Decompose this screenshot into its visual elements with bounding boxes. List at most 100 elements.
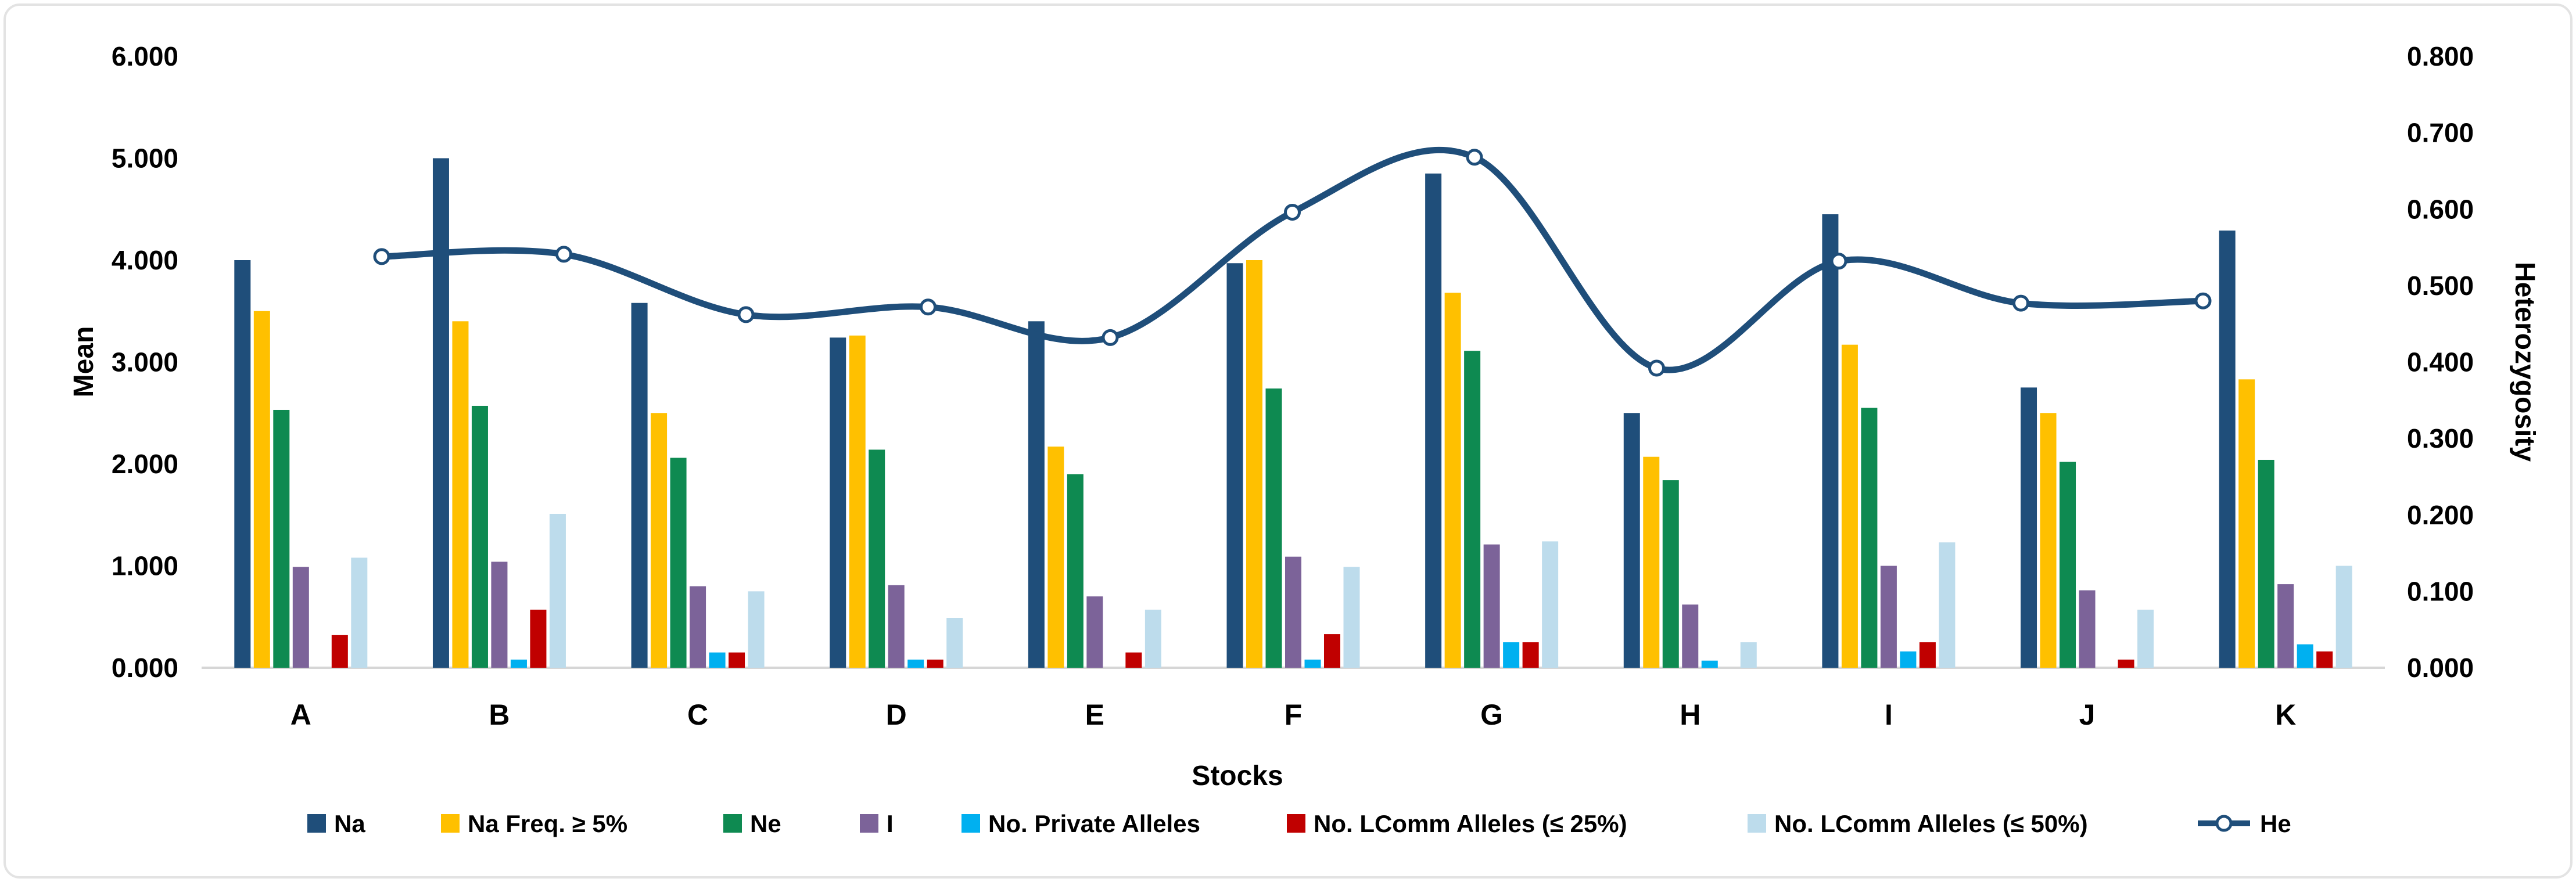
bar-na-freq-5-J <box>2040 413 2057 668</box>
bar-no-private-alleles-B <box>510 659 527 668</box>
bar-no-lcomm-alleles-25-A <box>331 635 348 668</box>
bar-i-B <box>491 561 508 668</box>
legend-label-he: He <box>2260 810 2291 837</box>
bar-na-freq-5-B <box>452 321 469 668</box>
bar-na-freq-5-F <box>1246 260 1262 668</box>
bar-na-K <box>2219 231 2236 668</box>
bar-no-lcomm-alleles-25-B <box>530 609 547 668</box>
category-label-H: H <box>1680 699 1700 731</box>
bar-i-G <box>1483 544 1500 668</box>
bar-ne-D <box>869 449 885 668</box>
left-axis-tick: 6.000 <box>112 41 178 71</box>
bar-no-private-alleles-H <box>1701 660 1718 668</box>
bar-ne-B <box>471 405 488 668</box>
bars-layer <box>234 158 2352 668</box>
he-line <box>381 146 2204 373</box>
bar-no-lcomm-alleles-25-K <box>2316 651 2333 668</box>
legend-swatch-na <box>307 814 326 833</box>
bar-na-freq-5-H <box>1643 456 1660 668</box>
he-marker-I <box>1830 253 1847 270</box>
legend-label-i: I <box>887 810 894 837</box>
right-axis-tick: 0.000 <box>2407 653 2474 683</box>
legend-swatch-na-freq-5 <box>441 814 460 833</box>
bar-ne-F <box>1265 388 1282 668</box>
he-marker-G <box>1466 149 1483 166</box>
bar-no-private-alleles-F <box>1304 659 1321 668</box>
left-axis-tick: 1.000 <box>112 551 178 581</box>
bar-ne-E <box>1067 474 1084 668</box>
bar-no-lcomm-alleles-50-I <box>1939 542 1956 668</box>
right-axis-tick: 0.800 <box>2407 41 2474 71</box>
bar-no-lcomm-alleles-50-J <box>2137 609 2154 668</box>
bar-no-lcomm-alleles-50-K <box>2335 566 2352 668</box>
bar-no-private-alleles-C <box>709 652 726 668</box>
bar-no-lcomm-alleles-50-E <box>1145 609 1161 668</box>
left-axis-tick: 3.000 <box>112 347 178 377</box>
bar-na-freq-5-D <box>849 335 866 668</box>
category-label-B: B <box>489 699 510 731</box>
bar-no-lcomm-alleles-25-D <box>927 659 943 668</box>
bar-na-E <box>1028 321 1045 668</box>
bar-no-lcomm-alleles-50-B <box>549 513 566 668</box>
he-marker-E <box>1102 329 1119 346</box>
legend-swatch-ne <box>723 814 742 833</box>
legend-label-na-freq-5: Na Freq. ≥ 5% <box>468 810 627 837</box>
bar-i-H <box>1682 604 1699 668</box>
bar-i-C <box>690 586 706 668</box>
left-axis-tick: 4.000 <box>112 245 178 275</box>
legend-label-no-private-alleles: No. Private Alleles <box>988 810 1200 837</box>
legend-label-na: Na <box>334 810 365 837</box>
bar-ne-G <box>1464 351 1481 668</box>
legend-label-no-lcomm-alleles-25: No. LComm Alleles (≤ 25%) <box>1314 810 1627 837</box>
category-label-E: E <box>1085 699 1104 731</box>
he-line-layer <box>373 146 2212 377</box>
bar-no-private-alleles-K <box>2297 644 2313 668</box>
legend-swatch-no-lcomm-alleles-50 <box>1748 814 1766 833</box>
bar-na-F <box>1226 263 1243 668</box>
x-axis-title: Stocks <box>1192 761 1283 791</box>
he-marker-C <box>737 306 755 323</box>
card-border <box>3 3 2573 879</box>
left-axis-ticks: 0.000 1.000 2.000 3.000 4.000 5.000 6.000 <box>112 41 178 683</box>
bar-na-I <box>1822 214 1839 668</box>
bar-na-G <box>1425 173 1442 668</box>
he-marker-K <box>2194 292 2212 309</box>
bar-na-H <box>1623 413 1640 668</box>
bar-no-private-alleles-G <box>1503 642 1520 668</box>
left-axis-tick: 0.000 <box>112 653 178 683</box>
bar-ne-K <box>2258 459 2274 668</box>
bar-no-lcomm-alleles-25-G <box>1522 642 1539 668</box>
he-marker-D <box>920 298 937 316</box>
bar-na-A <box>234 260 251 668</box>
bar-no-private-alleles-I <box>1900 651 1917 668</box>
bar-na-freq-5-C <box>651 413 668 668</box>
right-axis-title: Heterozygosity <box>2509 262 2540 462</box>
bar-no-lcomm-alleles-50-F <box>1343 567 1360 668</box>
bar-ne-A <box>273 409 290 668</box>
right-axis-tick: 0.400 <box>2407 347 2474 377</box>
bar-na-D <box>830 337 846 668</box>
right-axis-tick: 0.300 <box>2407 423 2474 453</box>
bar-i-E <box>1086 596 1103 668</box>
bar-ne-H <box>1662 480 1679 668</box>
bar-no-lcomm-alleles-25-J <box>2118 659 2134 668</box>
category-label-C: C <box>687 699 708 731</box>
category-label-K: K <box>2275 699 2296 731</box>
bar-no-lcomm-alleles-50-H <box>1740 642 1757 668</box>
category-labels: A B C D E F G H I J K <box>290 699 2296 731</box>
bar-na-freq-5-A <box>253 311 270 668</box>
bar-na-freq-5-K <box>2238 379 2255 668</box>
legend: Na Na Freq. ≥ 5% Ne I No. Private Alleles No.… <box>307 810 2291 837</box>
category-label-J: J <box>2079 699 2096 731</box>
legend-label-no-lcomm-alleles-50: No. LComm Alleles (≤ 50%) <box>1774 810 2088 837</box>
right-axis-tick: 0.600 <box>2407 194 2474 224</box>
right-axis-tick: 0.100 <box>2407 576 2474 606</box>
bar-i-K <box>2277 584 2294 668</box>
legend-swatch-i <box>860 814 878 833</box>
bar-ne-C <box>670 458 687 668</box>
bar-ne-I <box>1861 408 1878 668</box>
bar-no-lcomm-alleles-50-A <box>351 557 368 668</box>
bar-no-lcomm-alleles-25-C <box>729 652 745 668</box>
category-label-F: F <box>1285 699 1303 731</box>
